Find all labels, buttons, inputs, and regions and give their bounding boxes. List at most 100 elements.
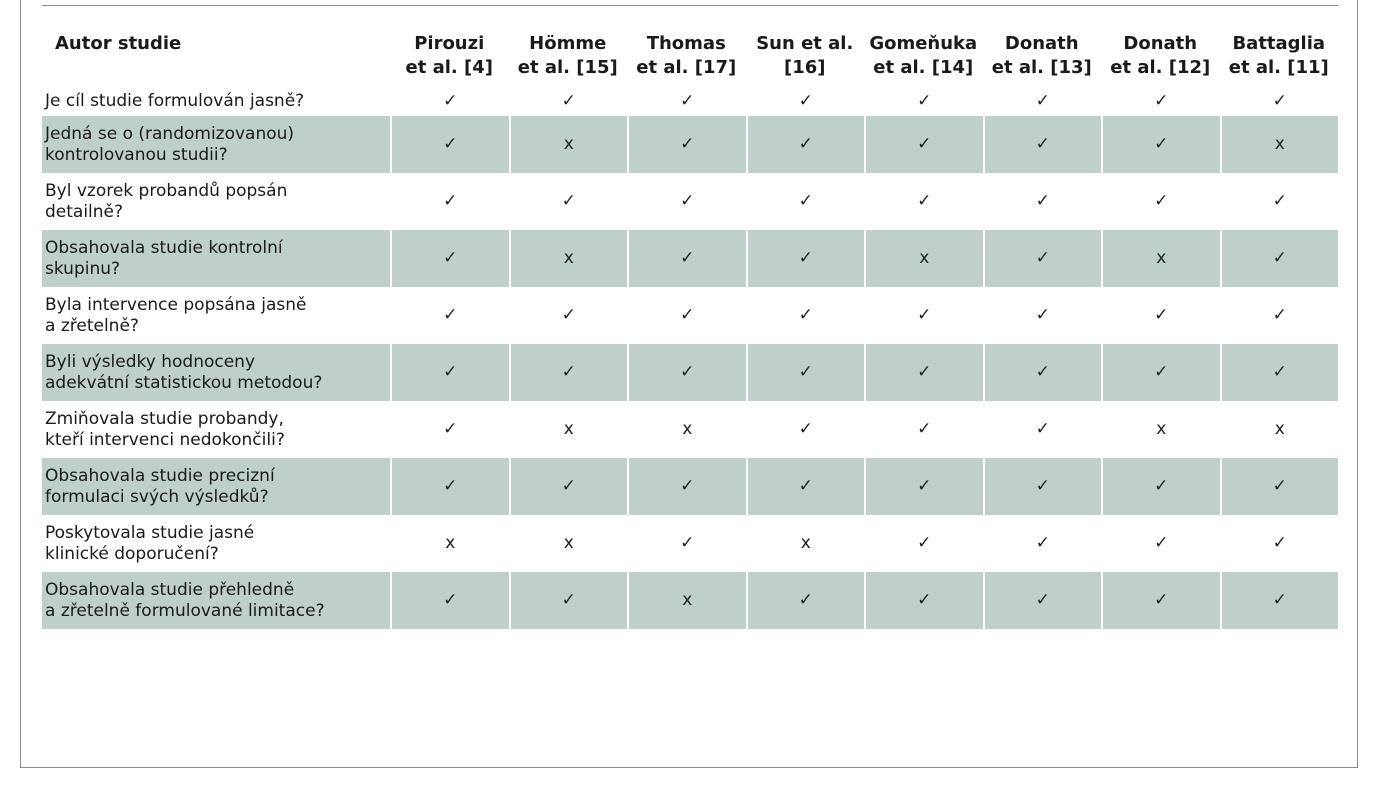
question-line1: Obsahovala studie přehledně (45, 579, 295, 600)
table-frame (20, 0, 1358, 768)
question-line1: Obsahovala studie kontrolní (45, 237, 283, 258)
header-study-line2: et al. [17] (636, 57, 737, 78)
check-icon: ✓ (1035, 419, 1050, 439)
check-mark-cell: ✓ (508, 86, 628, 116)
check-mark-cell: ✓ (1219, 458, 1338, 515)
check-icon: ✓ (798, 590, 813, 610)
question-cell: Byl vzorek probandů popsán detailně? (42, 173, 390, 230)
check-icon: ✓ (443, 191, 458, 211)
question-line1: Zmiňovala studie probandy, (45, 408, 284, 429)
header-study-6: Donath et al. [13] (983, 26, 1102, 86)
check-icon: ✓ (680, 476, 695, 496)
header-study-line2: et al. [14] (873, 57, 974, 78)
check-mark-cell: ✓ (627, 86, 746, 116)
question-line2: klinické doporučení? (45, 543, 219, 564)
check-mark-cell: ✓ (982, 287, 1102, 344)
check-mark-cell: ✓ (864, 116, 983, 173)
check-icon: ✓ (1154, 134, 1169, 154)
check-icon: ✓ (561, 476, 576, 496)
header-study-line1: Thomas (646, 33, 726, 54)
check-mark-cell: ✓ (982, 230, 1101, 287)
check-mark-cell: ✓ (745, 572, 864, 629)
header-study-2: Hömme et al. [15] (509, 26, 628, 86)
check-icon: ✓ (1035, 134, 1050, 154)
check-mark-cell: ✓ (390, 344, 509, 401)
check-icon: ✓ (1272, 90, 1287, 111)
check-mark-cell: ✓ (864, 173, 983, 230)
question-cell: Obsahovala studie přehledně a zřetelně fo… (42, 572, 390, 629)
check-mark-cell: ✓ (982, 344, 1101, 401)
check-mark-cell: ✓ (508, 458, 627, 515)
check-icon: ✓ (1154, 305, 1169, 325)
check-icon: ✓ (1154, 533, 1169, 553)
check-mark-cell: ✓ (1219, 344, 1338, 401)
cross-mark-cell: x (864, 230, 983, 287)
check-icon: ✓ (1035, 533, 1050, 553)
check-mark-cell: ✓ (627, 116, 746, 173)
check-mark-cell: ✓ (627, 344, 746, 401)
table-row: Byli výsledky hodnoceny adekvátní statist… (42, 344, 1338, 401)
question-line1: Poskytovala studie jasné (45, 522, 255, 543)
check-mark-cell: ✓ (627, 287, 746, 344)
check-icon: ✓ (443, 590, 458, 610)
cross-mark-cell: x (508, 515, 628, 572)
check-mark-cell: ✓ (864, 515, 983, 572)
cross-icon: x (800, 533, 811, 553)
question-line1: Je cíl studie formulován jasně? (45, 90, 305, 111)
check-mark-cell: ✓ (864, 572, 983, 629)
header-study-4: Sun et al. [16] (746, 26, 865, 86)
header-study-line1: Pirouzi (414, 33, 485, 54)
check-mark-cell: ✓ (745, 344, 864, 401)
check-icon: ✓ (1035, 248, 1050, 268)
question-line2: formulaci svých výsledků? (45, 486, 269, 507)
check-icon: ✓ (798, 134, 813, 154)
cross-mark-cell: x (627, 572, 746, 629)
question-line1: Byli výsledky hodnoceny (45, 351, 256, 372)
check-mark-cell: ✓ (390, 230, 509, 287)
check-icon: ✓ (680, 191, 695, 211)
check-icon: ✓ (917, 590, 932, 610)
check-mark-cell: ✓ (1219, 515, 1339, 572)
header-study-1: Pirouzi et al. [4] (390, 26, 509, 86)
check-icon: ✓ (917, 476, 932, 496)
check-mark-cell: ✓ (1101, 86, 1220, 116)
cross-mark-cell: x (745, 515, 865, 572)
cross-icon: x (1156, 248, 1167, 268)
question-line1: Jedná se o (randomizovanou) (45, 123, 295, 144)
check-icon: ✓ (1272, 476, 1287, 496)
table-row: Je cíl studie formulován jasně? ✓ ✓ ✓ ✓ ✓ ✓ ✓ ✓ (42, 86, 1338, 116)
check-mark-cell: ✓ (1219, 173, 1339, 230)
cross-mark-cell: x (508, 116, 627, 173)
cross-icon: x (682, 419, 693, 439)
header-study-line2: et al. [12] (1110, 57, 1211, 78)
cross-icon: x (682, 590, 693, 610)
check-icon: ✓ (917, 90, 932, 111)
check-icon: ✓ (1272, 191, 1287, 211)
table-row: Poskytovala studie jasné klinické doporuč… (42, 515, 1338, 572)
check-mark-cell: ✓ (1219, 230, 1338, 287)
question-line2: skupinu? (45, 258, 121, 279)
check-icon: ✓ (1154, 90, 1169, 111)
check-mark-cell: ✓ (745, 401, 865, 458)
cross-icon: x (919, 248, 930, 268)
cross-icon: x (563, 134, 574, 154)
table-row: Byla intervence popsána jasně a zřetelně?… (42, 287, 1338, 344)
cross-icon: x (1274, 134, 1285, 154)
check-icon: ✓ (1272, 533, 1287, 553)
question-line2: kontrolovanou studii? (45, 144, 228, 165)
check-icon: ✓ (1154, 362, 1169, 382)
check-icon: ✓ (1035, 305, 1050, 325)
check-icon: ✓ (443, 90, 458, 111)
check-icon: ✓ (561, 305, 576, 325)
table-row: Zmiňovala studie probandy, kteří interven… (42, 401, 1338, 458)
check-icon: ✓ (561, 590, 576, 610)
question-line2: a zřetelně? (45, 315, 139, 336)
header-author-study: Autor studie (55, 33, 182, 54)
check-icon: ✓ (917, 419, 932, 439)
check-mark-cell: ✓ (745, 86, 865, 116)
header-study-line1: Battaglia (1232, 33, 1326, 54)
header-study-line2: et al. [11] (1228, 57, 1329, 78)
check-mark-cell: ✓ (390, 401, 509, 458)
check-icon: ✓ (1035, 476, 1050, 496)
cross-icon: x (563, 248, 574, 268)
